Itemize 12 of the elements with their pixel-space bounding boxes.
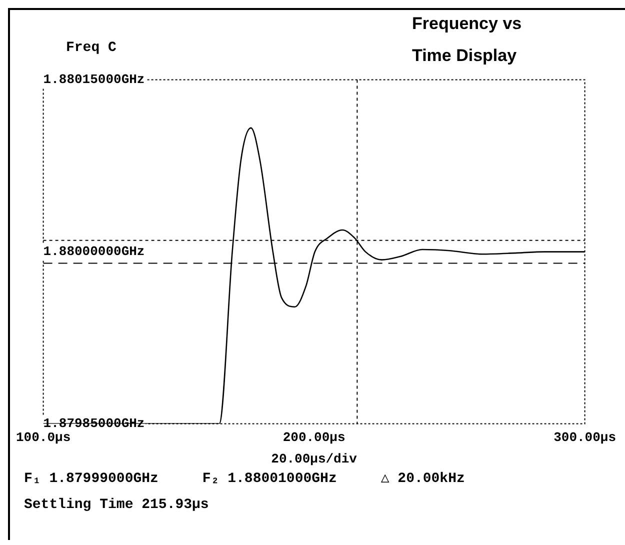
chart-subtitle: Freq C xyxy=(66,40,116,56)
x-tick-label: 300.00µs xyxy=(554,430,616,445)
y-tick-label: 1.88000000GHz xyxy=(43,244,145,260)
x-tick-label: 200.00µs xyxy=(282,430,346,445)
chart-title: Frequency vs Time Display xyxy=(412,13,523,67)
y-tick-label: 1.88015000GHz xyxy=(43,72,145,88)
text: △ 20.00kHz xyxy=(380,470,465,487)
text: Settling Time 215.93µs xyxy=(24,497,209,513)
x-axis-title: 20.00µs/div xyxy=(271,451,358,466)
x-tick-label: 100.0µs xyxy=(16,430,71,445)
text: F₁ 1.87999000GHz xyxy=(24,471,158,487)
text: F₂ 1.88001000GHz xyxy=(202,471,337,487)
